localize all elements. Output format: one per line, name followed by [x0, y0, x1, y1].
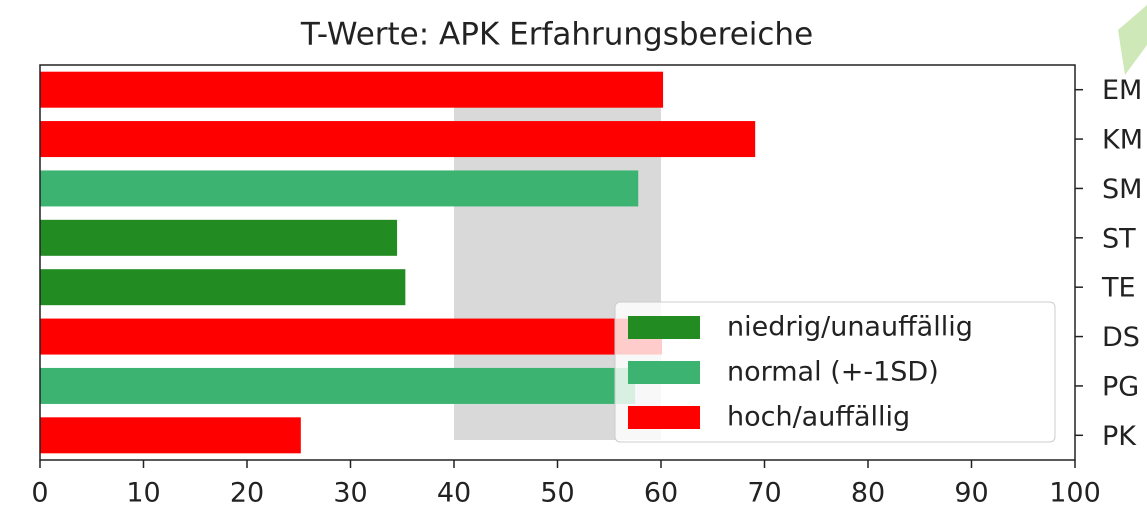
legend-label: hoch/auffällig: [727, 402, 910, 433]
x-tick-label: 70: [747, 478, 781, 509]
legend-label: niedrig/unauffällig: [727, 312, 973, 343]
legend-label: normal (+-1SD): [727, 357, 939, 388]
legend-swatch: [628, 316, 700, 339]
legend-box: [614, 301, 1056, 443]
bar: [40, 170, 639, 207]
legend-swatch: [628, 406, 700, 429]
bar: [40, 269, 406, 306]
y-tick-label: SM: [1102, 174, 1142, 205]
x-tick-label: 100: [1049, 478, 1101, 509]
x-tick-label: 40: [437, 478, 471, 509]
bar: [40, 121, 756, 158]
chart-title: T-Werte: APK Erfahrungsbereiche: [300, 17, 813, 53]
y-tick-label: KM: [1102, 125, 1143, 156]
y-tick-label: ST: [1102, 223, 1136, 254]
y-tick-label: TE: [1101, 273, 1136, 304]
legend-swatch: [628, 361, 700, 384]
legend: niedrig/unauffällig normal (+-1SD) hoch/au…: [614, 301, 1056, 443]
bar: [40, 71, 664, 108]
x-tick-label: 20: [230, 478, 264, 509]
y-tick-label: DS: [1102, 322, 1140, 353]
x-tick-label: 50: [540, 478, 574, 509]
y-tick-label: EM: [1102, 75, 1142, 106]
x-tick-label: 80: [851, 478, 885, 509]
bar: [40, 318, 663, 355]
x-tick-label: 90: [954, 478, 988, 509]
x-tick-label: 30: [333, 478, 367, 509]
bar: [40, 417, 301, 454]
y-tick-label: PG: [1102, 371, 1139, 402]
bar: [40, 367, 636, 404]
y-tick-label: PK: [1102, 421, 1137, 452]
x-tick-label: 60: [644, 478, 678, 509]
x-tick-label: 0: [31, 478, 48, 509]
decor-arrow: [1118, 5, 1147, 75]
bar: [40, 219, 398, 256]
x-tick-label: 10: [126, 478, 160, 509]
